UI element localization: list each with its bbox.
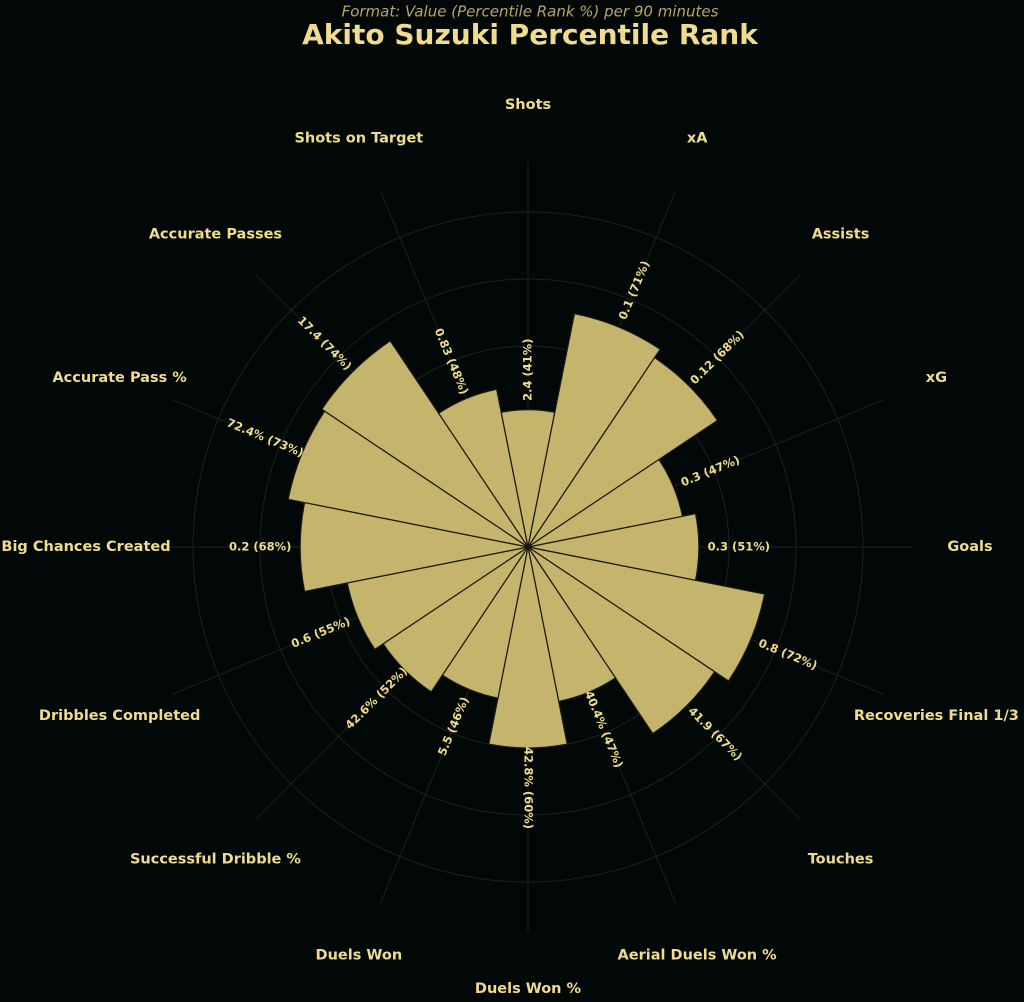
category-label: Dribbles Completed (39, 708, 200, 724)
chart-title: Akito Suzuki Percentile Rank (302, 18, 759, 51)
value-label: 2.4 (41%) (521, 338, 535, 400)
category-label: Assists (812, 226, 870, 242)
category-label: Shots on Target (294, 131, 423, 147)
bar (488, 546, 568, 749)
category-label: xA (687, 131, 708, 147)
bar (527, 356, 719, 548)
category-label: Accurate Pass % (52, 370, 187, 386)
bar (437, 388, 529, 548)
bar (527, 546, 716, 735)
category-label: Goals (947, 539, 992, 555)
category-label: Shots (505, 97, 551, 113)
category-label: Duels Won (316, 947, 403, 963)
category-label: Accurate Passes (149, 226, 282, 242)
category-label: Successful Dribble % (130, 852, 301, 868)
bar (321, 340, 529, 548)
category-label: Aerial Duels Won % (618, 947, 778, 963)
bar (527, 546, 766, 682)
category-label: xG (926, 370, 947, 386)
category-label: Touches (808, 852, 874, 868)
value-label: 0.3 (51%) (708, 540, 770, 554)
value-label: 42.8% (60%) (522, 747, 536, 829)
value-label: 0.2 (68%) (229, 540, 291, 554)
category-label: Big Chances Created (1, 539, 170, 555)
chart-subtitle: Format: Value (Percentile Rank %) per 90… (342, 3, 719, 21)
category-label: Duels Won % (475, 981, 582, 997)
category-label: Recoveries Final 1/3 (854, 708, 1019, 724)
bar (527, 313, 661, 548)
bar (527, 458, 684, 548)
